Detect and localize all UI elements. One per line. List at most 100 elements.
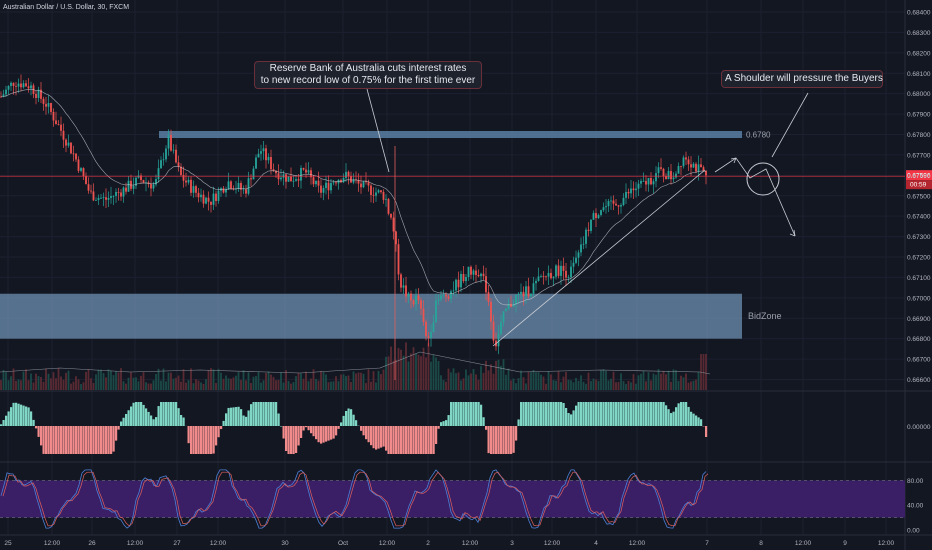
time-tick-label: 12:00 xyxy=(462,540,479,547)
volume-bar xyxy=(142,372,145,390)
momentum-bar xyxy=(325,426,328,442)
momentum-bar xyxy=(582,402,585,426)
volume-bar xyxy=(405,342,407,390)
candle-body xyxy=(252,168,255,180)
momentum-bar xyxy=(587,402,590,426)
momentum-bar xyxy=(640,402,643,426)
momentum-bar xyxy=(497,426,500,454)
volume-bar xyxy=(260,382,262,390)
volume-bar xyxy=(35,373,37,390)
candle-body xyxy=(407,293,410,297)
volume-bar xyxy=(230,378,232,390)
momentum-tick-label: 0.00000 xyxy=(907,424,931,431)
candle-body xyxy=(702,167,705,171)
momentum-bar xyxy=(590,402,593,426)
momentum-bar xyxy=(430,426,433,454)
candle-body xyxy=(500,322,502,334)
candle-body xyxy=(102,197,105,199)
candle-body xyxy=(657,167,660,174)
candle-body xyxy=(57,124,60,126)
candle-body xyxy=(560,265,562,276)
momentum-bar xyxy=(25,406,28,426)
volume-bar xyxy=(232,377,235,390)
momentum-bar xyxy=(22,405,25,426)
volume-bar xyxy=(342,374,345,390)
momentum-bar xyxy=(62,426,65,454)
candle-body xyxy=(375,192,377,196)
price-tick-label: 0.66700 xyxy=(907,357,931,364)
volume-bar xyxy=(150,383,152,390)
volume-bar xyxy=(382,369,385,390)
momentum-bar xyxy=(642,402,645,426)
candle-body xyxy=(405,285,407,297)
candle-body xyxy=(222,188,225,193)
volume-bar xyxy=(685,373,687,390)
volume-bar xyxy=(402,355,405,390)
candle-body xyxy=(465,277,467,282)
momentum-bar xyxy=(570,414,573,426)
volume-bar xyxy=(515,383,517,390)
candle-body xyxy=(600,210,602,215)
volume-bar xyxy=(527,371,530,390)
volume-bar xyxy=(560,382,562,390)
price-tick-label: 0.68300 xyxy=(907,30,931,37)
volume-bar xyxy=(535,372,537,390)
candle-body xyxy=(77,159,80,171)
momentum-bar xyxy=(472,402,475,426)
volume-bar xyxy=(377,370,380,390)
momentum-bar xyxy=(567,413,570,426)
candle-body xyxy=(532,283,535,294)
volume-bar xyxy=(537,372,540,390)
volume-bar xyxy=(162,368,165,390)
volume-bar xyxy=(5,371,7,390)
candle-body xyxy=(362,181,365,188)
candle-body xyxy=(182,175,185,181)
volume-bar xyxy=(250,382,252,390)
volume-bar xyxy=(72,381,75,390)
momentum-bar xyxy=(585,402,588,426)
volume-bar xyxy=(217,368,220,390)
volume-bar xyxy=(665,374,667,390)
candle-body xyxy=(367,182,370,186)
volume-bar xyxy=(20,380,22,390)
momentum-bar xyxy=(662,402,665,426)
candle-body xyxy=(207,197,210,202)
time-tick-label: 26 xyxy=(88,540,96,547)
volume-bar xyxy=(85,371,87,390)
momentum-bar xyxy=(622,402,625,426)
momentum-bar xyxy=(250,404,253,426)
volume-bar xyxy=(330,381,332,390)
volume-bar xyxy=(677,380,680,390)
candle-body xyxy=(655,173,657,182)
momentum-bar xyxy=(310,426,313,434)
price-tick-label: 0.67900 xyxy=(907,112,931,119)
volume-bar xyxy=(485,360,487,390)
stochastic-tick-label: 40.00 xyxy=(907,503,924,510)
momentum-bar xyxy=(577,402,580,426)
candle-body xyxy=(157,168,160,180)
candle-body xyxy=(647,178,650,185)
candle-body xyxy=(387,198,390,214)
candle-body xyxy=(460,273,462,288)
volume-bar xyxy=(367,369,370,390)
stochastic-oscillator: 80.00 40.00 0.00 xyxy=(0,469,924,535)
momentum-bar xyxy=(55,426,58,454)
volume-bar xyxy=(242,370,245,390)
momentum-bar xyxy=(130,406,133,426)
momentum-bar xyxy=(530,402,533,426)
volume-bar xyxy=(417,354,420,390)
symbol-title: Australian Dollar / U.S. Dollar, 30, FXC… xyxy=(3,4,130,11)
candle-body xyxy=(695,163,697,172)
momentum-bar xyxy=(677,403,680,426)
volume-bar xyxy=(165,381,167,390)
time-tick-label: 12:00 xyxy=(44,540,61,547)
momentum-bar xyxy=(217,426,220,438)
volume-bar xyxy=(552,380,555,390)
candle-body xyxy=(97,197,100,201)
volume-bar xyxy=(692,380,695,390)
momentum-bar xyxy=(422,426,425,454)
candle-body xyxy=(165,148,167,160)
volume-bar xyxy=(640,373,642,390)
candle-body xyxy=(140,175,142,181)
